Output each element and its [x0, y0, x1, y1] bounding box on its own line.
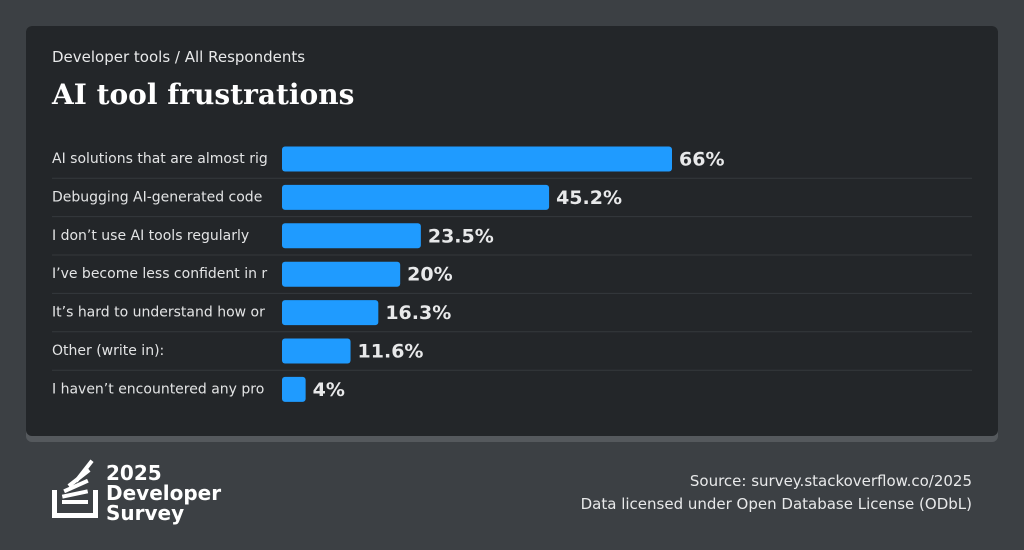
- subtitle: Developer tools / All Respondents: [52, 48, 305, 66]
- logo-text: 2025: [106, 461, 162, 485]
- logo-text: Developer: [106, 481, 221, 505]
- category-label: I don’t use AI tools regularly: [52, 228, 249, 244]
- bar: [282, 300, 379, 326]
- license: Data licensed under Open Database Licens…: [581, 495, 972, 513]
- category-label: Other (write in):: [52, 343, 164, 359]
- value-label: 20%: [407, 264, 452, 286]
- logo-text: Survey: [106, 501, 184, 525]
- logo-icon: [52, 459, 98, 518]
- value-label: 66%: [679, 149, 724, 171]
- chart-title: AI tool frustrations: [51, 78, 354, 111]
- category-label: It’s hard to understand how or: [52, 305, 265, 321]
- source: Source: survey.stackoverflow.co/2025: [690, 472, 972, 490]
- bar: [282, 261, 401, 287]
- bar: [282, 146, 672, 172]
- bar: [282, 376, 306, 402]
- category-label: Debugging AI-generated code: [52, 189, 262, 205]
- category-label: AI solutions that are almost rig: [52, 151, 268, 167]
- value-label: 45.2%: [556, 187, 622, 209]
- bar: [282, 338, 351, 364]
- value-label: 4%: [313, 379, 345, 401]
- value-label: 11.6%: [358, 341, 424, 363]
- bar: [282, 223, 421, 249]
- category-label: I haven’t encountered any pro: [52, 381, 264, 397]
- card: [26, 26, 998, 436]
- category-label: I’ve become less confident in r: [52, 266, 267, 282]
- value-label: 16.3%: [385, 302, 451, 324]
- bar: [282, 184, 550, 210]
- rows: AI solutions that are almost rig 66% Debug…: [52, 146, 972, 402]
- value-label: 23.5%: [428, 225, 494, 247]
